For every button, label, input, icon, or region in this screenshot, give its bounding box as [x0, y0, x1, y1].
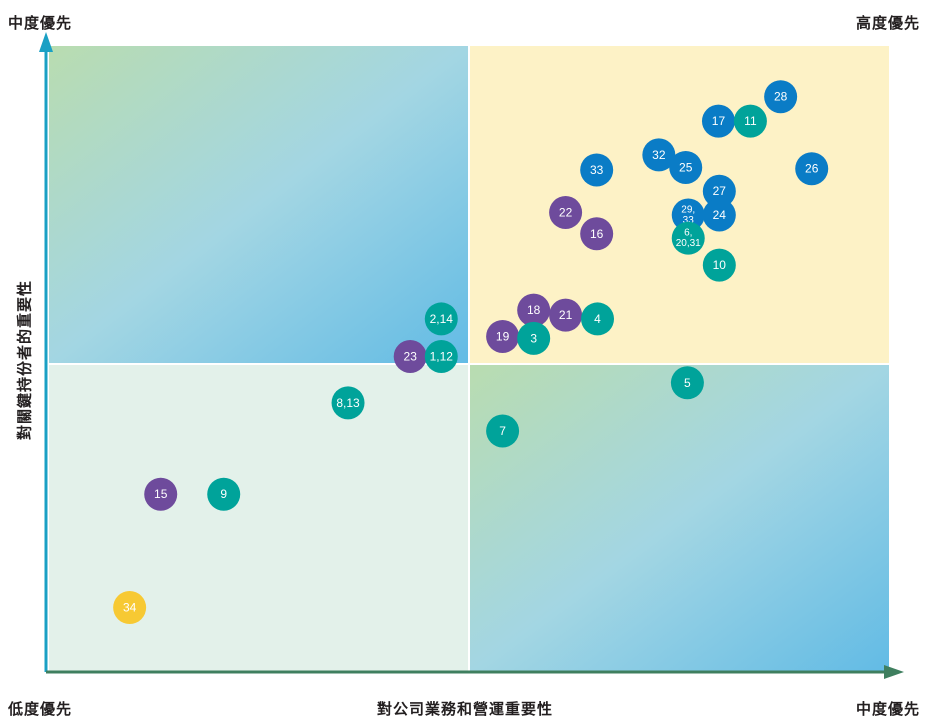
data-point-marker — [424, 302, 458, 336]
data-point-label: 18 — [527, 303, 541, 317]
data-point-marker — [424, 339, 458, 373]
data-point-marker — [671, 198, 705, 232]
quadrant-bottom-right — [470, 365, 889, 672]
corner-label-bottom-left: 低度優先 — [8, 701, 73, 718]
data-point-marker — [642, 138, 676, 172]
data-point-label: 29, — [681, 204, 695, 215]
data-point: 17 — [701, 104, 735, 138]
data-point-label: 22 — [559, 206, 573, 220]
data-point-label: 1,12 — [430, 349, 454, 363]
data-point-marker — [549, 298, 583, 332]
data-point-label: 6, — [684, 227, 692, 238]
data-point: 2,14 — [424, 302, 458, 336]
data-point: 18 — [517, 293, 551, 327]
data-point-label: 33 — [683, 215, 695, 226]
data-point-marker — [486, 414, 520, 448]
data-point-marker — [517, 293, 551, 327]
data-point-label: 17 — [712, 114, 726, 128]
data-point: 7 — [486, 414, 520, 448]
data-point-marker — [670, 366, 704, 400]
data-point-label: 28 — [774, 90, 788, 104]
data-point-marker — [669, 150, 703, 184]
data-point-label: 34 — [123, 601, 137, 615]
data-point-marker — [207, 477, 241, 511]
data-point: 26 — [795, 152, 829, 186]
data-point: 32 — [642, 138, 676, 172]
data-point-marker — [671, 221, 705, 255]
data-point-label: 5 — [684, 376, 691, 390]
data-point-marker — [144, 477, 178, 511]
data-point: 21 — [549, 298, 583, 332]
x-axis-label: 對公司業務和營運重要性 — [376, 701, 553, 718]
data-point-label: 11 — [744, 114, 757, 128]
quadrant-bottom-left — [49, 365, 468, 672]
corner-label-top-right: 高度優先 — [855, 15, 920, 32]
data-point: 3 — [517, 321, 551, 355]
data-point-label: 26 — [805, 162, 819, 176]
data-point-marker — [702, 174, 736, 208]
data-point-marker — [702, 248, 736, 282]
data-point-label: 20,31 — [676, 238, 701, 249]
data-point-label: 16 — [590, 227, 604, 241]
data-point-label: 9 — [220, 487, 227, 501]
data-point: 19 — [486, 319, 520, 353]
data-point: 1,12 — [424, 339, 458, 373]
data-point-label: 24 — [713, 208, 727, 222]
data-point-marker — [486, 319, 520, 353]
x-axis-arrowhead — [884, 665, 904, 679]
data-point: 24 — [702, 198, 736, 232]
data-point: 16 — [580, 217, 614, 251]
data-point: 33 — [580, 153, 614, 187]
data-point: 22 — [549, 196, 583, 230]
data-point-marker — [764, 80, 798, 114]
data-point-label: 21 — [559, 308, 573, 322]
y-axis-arrowhead — [39, 32, 53, 52]
data-point: 11 — [733, 104, 767, 138]
data-point-label: 15 — [154, 487, 168, 501]
data-point-marker — [581, 302, 615, 336]
data-point-marker — [701, 104, 735, 138]
corner-label-top-left: 中度優先 — [8, 15, 73, 32]
data-point-label: 25 — [679, 160, 693, 174]
data-point: 34 — [113, 591, 147, 625]
data-point: 8,13 — [331, 386, 365, 420]
y-axis-label: 對關鍵持份者的重要性 — [16, 279, 34, 441]
data-point-label: 19 — [496, 329, 510, 343]
data-point-label: 4 — [594, 312, 601, 326]
data-point: 29,33 — [671, 198, 705, 232]
data-point-marker — [580, 153, 614, 187]
data-point: 10 — [702, 248, 736, 282]
data-point: 6,20,31 — [671, 221, 705, 255]
data-point: 9 — [207, 477, 241, 511]
data-point-label: 33 — [590, 163, 604, 177]
data-point-label: 10 — [713, 258, 727, 272]
data-point: 27 — [702, 174, 736, 208]
data-point-marker — [733, 104, 767, 138]
data-point-marker — [702, 198, 736, 232]
quadrant-top-left — [49, 46, 468, 363]
data-point-marker — [580, 217, 614, 251]
data-point-label: 7 — [499, 424, 506, 438]
data-point: 5 — [670, 366, 704, 400]
data-point: 23 — [393, 339, 427, 373]
data-point: 25 — [669, 150, 703, 184]
data-point-marker — [393, 339, 427, 373]
data-point-label: 27 — [713, 184, 727, 198]
data-point-marker — [331, 386, 365, 420]
data-point-marker — [113, 591, 147, 625]
data-point-marker — [517, 321, 551, 355]
data-point-label: 2,14 — [430, 312, 454, 326]
data-point: 15 — [144, 477, 178, 511]
data-point: 4 — [581, 302, 615, 336]
data-point-marker — [549, 196, 583, 230]
data-point-label: 3 — [530, 331, 537, 345]
corner-label-bottom-right: 中度優先 — [855, 701, 920, 718]
data-point: 28 — [764, 80, 798, 114]
data-point-label: 8,13 — [336, 396, 360, 410]
data-point-label: 23 — [404, 349, 418, 363]
data-point-marker — [795, 152, 829, 186]
data-point-label: 32 — [652, 148, 666, 162]
